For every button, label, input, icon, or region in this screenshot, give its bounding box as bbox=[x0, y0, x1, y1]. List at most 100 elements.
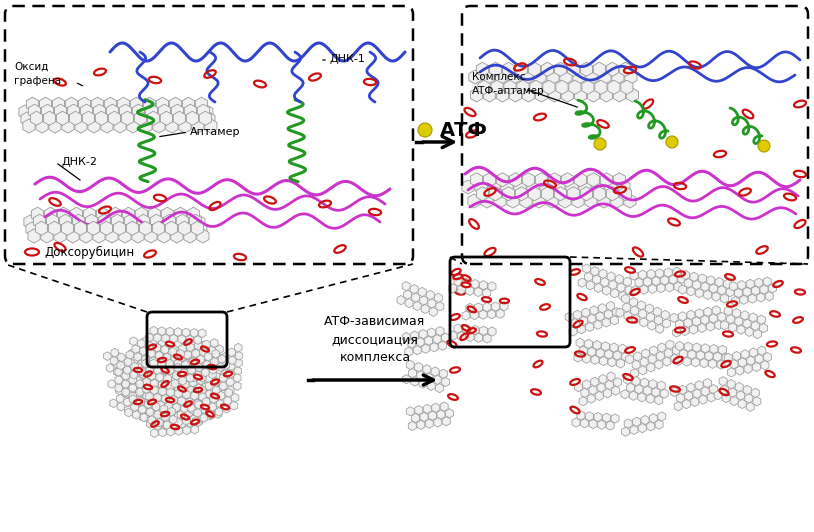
Polygon shape bbox=[199, 348, 208, 356]
Polygon shape bbox=[182, 411, 190, 419]
Polygon shape bbox=[520, 194, 532, 208]
Polygon shape bbox=[199, 393, 206, 401]
Polygon shape bbox=[171, 104, 183, 118]
Polygon shape bbox=[125, 112, 137, 126]
Polygon shape bbox=[212, 378, 220, 387]
Polygon shape bbox=[504, 80, 516, 94]
Polygon shape bbox=[199, 329, 206, 338]
Polygon shape bbox=[655, 420, 663, 429]
Polygon shape bbox=[741, 350, 749, 359]
Polygon shape bbox=[716, 278, 723, 287]
Polygon shape bbox=[631, 369, 639, 378]
Polygon shape bbox=[622, 352, 630, 361]
Polygon shape bbox=[186, 398, 193, 406]
Polygon shape bbox=[190, 373, 198, 381]
Polygon shape bbox=[138, 112, 150, 126]
Polygon shape bbox=[178, 221, 190, 235]
Polygon shape bbox=[420, 296, 427, 305]
Polygon shape bbox=[136, 105, 148, 119]
Polygon shape bbox=[55, 104, 67, 118]
Polygon shape bbox=[167, 382, 174, 390]
Polygon shape bbox=[174, 374, 182, 383]
Polygon shape bbox=[179, 418, 186, 427]
Polygon shape bbox=[457, 285, 466, 294]
Polygon shape bbox=[158, 229, 170, 243]
Polygon shape bbox=[661, 276, 668, 285]
Polygon shape bbox=[164, 375, 171, 383]
Polygon shape bbox=[149, 378, 156, 387]
Polygon shape bbox=[198, 372, 206, 381]
Polygon shape bbox=[163, 353, 171, 362]
Polygon shape bbox=[638, 423, 646, 433]
Polygon shape bbox=[470, 311, 479, 320]
Polygon shape bbox=[724, 279, 732, 288]
Polygon shape bbox=[588, 314, 596, 323]
Polygon shape bbox=[433, 335, 441, 344]
Polygon shape bbox=[197, 355, 204, 364]
Polygon shape bbox=[569, 80, 581, 94]
Polygon shape bbox=[632, 360, 640, 369]
Polygon shape bbox=[768, 284, 777, 293]
Polygon shape bbox=[160, 396, 168, 405]
Polygon shape bbox=[153, 387, 161, 395]
Polygon shape bbox=[708, 359, 716, 369]
Polygon shape bbox=[139, 221, 151, 235]
Polygon shape bbox=[221, 353, 229, 361]
Polygon shape bbox=[153, 343, 160, 352]
Polygon shape bbox=[703, 378, 711, 388]
Polygon shape bbox=[194, 371, 202, 380]
Polygon shape bbox=[146, 362, 153, 371]
Polygon shape bbox=[635, 278, 643, 287]
Polygon shape bbox=[107, 104, 119, 118]
Polygon shape bbox=[131, 362, 138, 371]
Polygon shape bbox=[170, 381, 178, 390]
Polygon shape bbox=[60, 112, 72, 126]
Polygon shape bbox=[624, 277, 632, 286]
Polygon shape bbox=[128, 367, 135, 376]
Polygon shape bbox=[194, 399, 201, 408]
Polygon shape bbox=[127, 119, 139, 133]
Polygon shape bbox=[528, 187, 540, 201]
Polygon shape bbox=[567, 62, 580, 76]
Polygon shape bbox=[195, 401, 203, 409]
Polygon shape bbox=[701, 315, 709, 325]
Polygon shape bbox=[419, 329, 427, 339]
Polygon shape bbox=[151, 112, 163, 126]
Polygon shape bbox=[484, 88, 496, 102]
Polygon shape bbox=[454, 277, 462, 286]
Polygon shape bbox=[157, 401, 164, 410]
Polygon shape bbox=[673, 267, 681, 277]
Polygon shape bbox=[687, 383, 695, 392]
Polygon shape bbox=[178, 346, 186, 355]
Polygon shape bbox=[163, 419, 170, 428]
Polygon shape bbox=[135, 207, 147, 221]
Polygon shape bbox=[180, 403, 187, 411]
Polygon shape bbox=[206, 411, 214, 420]
Polygon shape bbox=[193, 417, 200, 425]
Polygon shape bbox=[591, 355, 599, 364]
Polygon shape bbox=[457, 331, 466, 341]
Polygon shape bbox=[129, 376, 137, 384]
Polygon shape bbox=[540, 180, 552, 194]
Polygon shape bbox=[729, 282, 737, 291]
Polygon shape bbox=[205, 374, 212, 383]
Polygon shape bbox=[195, 384, 203, 393]
Polygon shape bbox=[481, 194, 493, 208]
Polygon shape bbox=[412, 293, 420, 302]
Polygon shape bbox=[168, 377, 176, 385]
Polygon shape bbox=[594, 284, 602, 293]
Polygon shape bbox=[426, 419, 433, 428]
Polygon shape bbox=[199, 373, 206, 382]
Polygon shape bbox=[755, 278, 763, 287]
Polygon shape bbox=[117, 97, 129, 111]
Polygon shape bbox=[154, 344, 161, 353]
Polygon shape bbox=[626, 88, 638, 102]
Polygon shape bbox=[134, 371, 142, 379]
Polygon shape bbox=[730, 396, 738, 405]
Polygon shape bbox=[597, 383, 605, 392]
Polygon shape bbox=[130, 370, 138, 379]
Polygon shape bbox=[137, 379, 144, 387]
Polygon shape bbox=[216, 345, 223, 354]
Polygon shape bbox=[707, 322, 715, 331]
Polygon shape bbox=[412, 413, 419, 422]
